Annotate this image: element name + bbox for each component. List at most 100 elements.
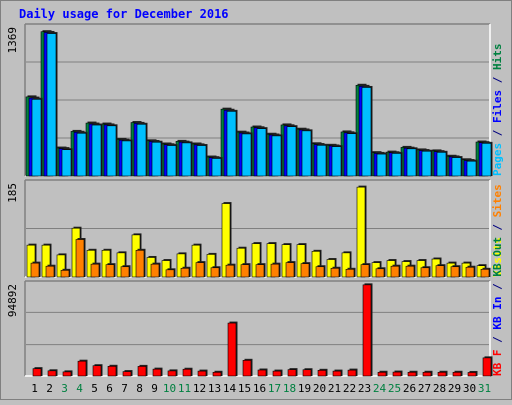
x-tick-label: 23 (358, 382, 371, 395)
legend-part: Visits (491, 237, 504, 277)
bar (287, 369, 297, 377)
x-tick-label: 20 (313, 382, 326, 395)
panel-hits_files_pages: 1369 Pages / Files / Hits (6, 23, 504, 177)
bar (165, 269, 175, 278)
bar (135, 249, 145, 278)
bar (256, 128, 267, 177)
bar (317, 370, 327, 377)
bar (422, 371, 432, 377)
bar (420, 267, 430, 278)
bar (76, 132, 87, 177)
bar (137, 366, 147, 377)
legend-part: / (491, 217, 504, 237)
bar (302, 369, 312, 377)
legend-part: Sites (491, 184, 504, 217)
bar (272, 370, 282, 377)
bar (271, 135, 282, 177)
legend-part: / (491, 330, 504, 350)
bar (480, 268, 490, 278)
bar (255, 264, 265, 278)
bar (197, 370, 207, 377)
x-tick-label: 15 (238, 382, 251, 395)
bar (47, 370, 57, 377)
x-tick-label: 25 (388, 382, 401, 395)
bar (345, 268, 355, 278)
legend-part: / (491, 277, 504, 297)
bar (122, 371, 132, 377)
bar (91, 124, 102, 177)
bar (105, 264, 115, 278)
x-tick-label: 13 (208, 382, 221, 395)
bar (421, 150, 432, 177)
x-tick-label: 11 (178, 382, 191, 395)
series-kb-f (32, 283, 493, 377)
x-tick-label: 16 (253, 382, 266, 395)
x-tick-label: 31 (478, 382, 491, 395)
bar (46, 33, 57, 177)
bar (330, 267, 340, 278)
bar (62, 371, 72, 377)
bar (376, 153, 387, 177)
bar (120, 266, 130, 278)
x-tick-label: 18 (283, 382, 296, 395)
panel-visits_sites: 185 Visits / Sites (6, 179, 504, 278)
bar (32, 368, 42, 377)
x-tick-label: 4 (76, 382, 83, 395)
bar (150, 263, 160, 278)
bar (106, 125, 117, 177)
x-tick-label: 27 (418, 382, 431, 395)
bar (152, 368, 162, 377)
legend-part: / (491, 70, 504, 90)
y-max-label: 1369 (6, 27, 19, 54)
bar (242, 360, 252, 377)
bar (92, 365, 102, 377)
chart-title: Daily usage for December 2016 (19, 7, 229, 21)
bar (407, 371, 417, 377)
bar (286, 126, 297, 177)
bar (136, 123, 147, 177)
bar (331, 146, 342, 177)
bar (121, 140, 132, 177)
x-tick-label: 30 (463, 382, 476, 395)
bar (406, 148, 417, 177)
bar (300, 263, 310, 278)
bar (481, 143, 492, 177)
bar (377, 371, 387, 377)
legend-label: KB F / KB In / KB Out (491, 237, 504, 376)
bar (346, 133, 357, 177)
bar (315, 266, 325, 278)
bar (195, 262, 205, 278)
x-tick-label: 8 (136, 382, 143, 395)
bar (257, 369, 267, 377)
bar (482, 357, 492, 377)
bar (332, 370, 342, 377)
x-tick-label: 28 (433, 382, 446, 395)
series-sites (30, 238, 491, 278)
legend-part: KB Out (491, 237, 504, 277)
bar (181, 142, 192, 177)
bar (45, 265, 55, 278)
x-tick-label: 17 (268, 382, 281, 395)
bar (212, 371, 222, 377)
bar (107, 365, 117, 377)
x-axis-day-labels: 1 2 3 4 5 6 7 8 9 10 11 12 13 14 15 16 17 18 19 20 21 22 23 24 2… (31, 382, 491, 395)
x-tick-label: 2 (46, 382, 53, 395)
x-tick-label: 6 (106, 382, 113, 395)
bar (452, 371, 462, 377)
bar (360, 264, 370, 278)
bar (90, 263, 100, 278)
bar (60, 270, 70, 278)
x-tick-label: 26 (403, 382, 416, 395)
y-max-label: 185 (6, 183, 19, 203)
bar (31, 99, 42, 177)
bar (466, 160, 477, 177)
series-pages (31, 32, 493, 177)
x-tick-label: 9 (151, 382, 158, 395)
x-tick-label: 10 (163, 382, 176, 395)
bar (451, 157, 462, 177)
x-tick-label: 19 (298, 382, 311, 395)
bar (391, 153, 402, 177)
bar (361, 87, 372, 177)
bar (77, 360, 87, 377)
